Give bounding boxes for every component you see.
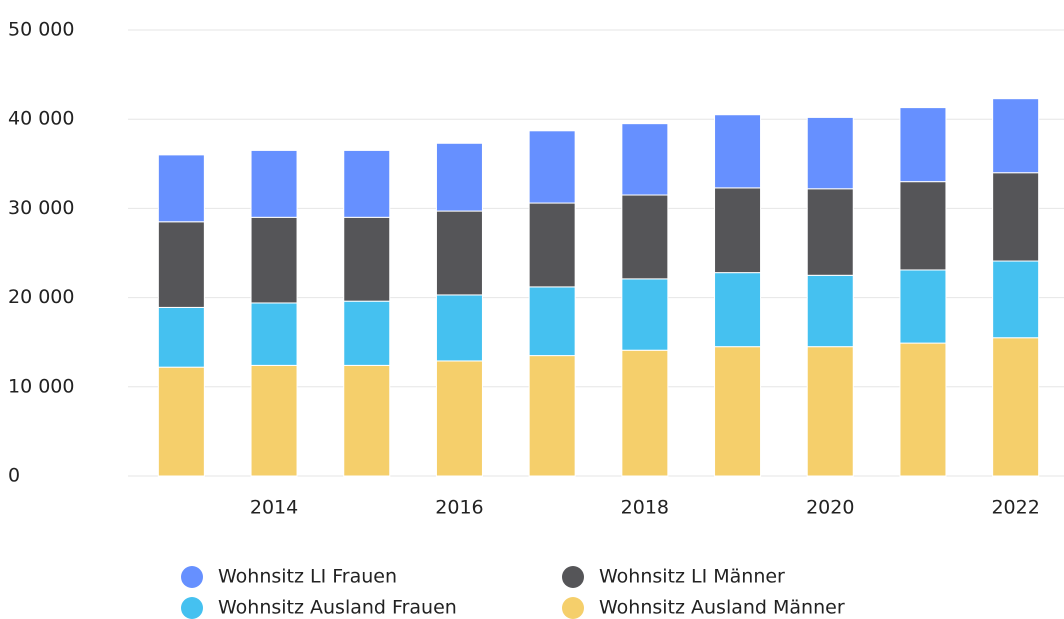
x-tick-label: 2018 <box>621 497 669 519</box>
x-tick-label: 2016 <box>435 497 483 519</box>
legend-marker <box>181 566 203 588</box>
bar-segment <box>806 188 854 276</box>
bar-segment <box>714 346 762 477</box>
bar-segment <box>714 114 762 189</box>
bar-segment <box>714 187 762 274</box>
bar-segment <box>899 107 947 183</box>
bar-segment <box>621 123 669 196</box>
y-tick-label: 30 000 <box>8 197 74 219</box>
bar-segment <box>899 342 947 477</box>
bar-segment <box>435 294 483 362</box>
bar-segment <box>806 346 854 477</box>
legend-marker <box>562 566 584 588</box>
bar-segment <box>343 364 391 477</box>
legend-label: Wohnsitz LI Frauen <box>218 566 397 588</box>
bar-segment <box>343 149 391 218</box>
bar-segment <box>343 216 391 302</box>
bar-segment <box>343 300 391 366</box>
x-tick-label: 2020 <box>806 497 854 519</box>
bar-segment <box>992 98 1040 174</box>
y-tick-label: 0 <box>8 465 20 487</box>
bar-segment <box>250 302 298 366</box>
y-tick-label: 20 000 <box>8 286 74 308</box>
bar-segment <box>528 130 576 204</box>
legend-label: Wohnsitz LI Männer <box>599 566 785 588</box>
bar-segment <box>899 181 947 271</box>
bar-segment <box>157 221 205 308</box>
bar-segment <box>157 154 205 223</box>
legend-marker <box>181 597 203 619</box>
bar-segment <box>806 116 854 190</box>
bar-segment <box>899 269 947 344</box>
bar-segment <box>621 349 669 477</box>
bar-segment <box>528 355 576 477</box>
bar-segment <box>992 172 1040 262</box>
bar-segment <box>250 216 298 304</box>
bar-segment <box>250 149 298 218</box>
bar-segment <box>621 278 669 351</box>
legend-label: Wohnsitz Ausland Frauen <box>218 597 457 619</box>
legend-label: Wohnsitz Ausland Männer <box>599 597 845 619</box>
bar-segment <box>528 286 576 357</box>
bar-segment <box>435 360 483 477</box>
bar-segment <box>435 142 483 212</box>
bar-segment <box>250 364 298 477</box>
bar-segment <box>992 337 1040 477</box>
bar-segment <box>714 272 762 348</box>
bar-segment <box>157 306 205 368</box>
bar-segment <box>528 202 576 288</box>
y-tick-label: 40 000 <box>8 108 74 130</box>
y-tick-label: 50 000 <box>8 19 74 41</box>
legend-marker <box>562 597 584 619</box>
x-tick-label: 2022 <box>991 497 1039 519</box>
y-tick-label: 10 000 <box>8 375 74 397</box>
bar-segment <box>806 274 854 348</box>
bar-segment <box>157 366 205 477</box>
bar-segment <box>621 194 669 280</box>
bar-segment <box>435 210 483 296</box>
x-tick-label: 2014 <box>250 497 298 519</box>
bar-segment <box>992 260 1040 339</box>
